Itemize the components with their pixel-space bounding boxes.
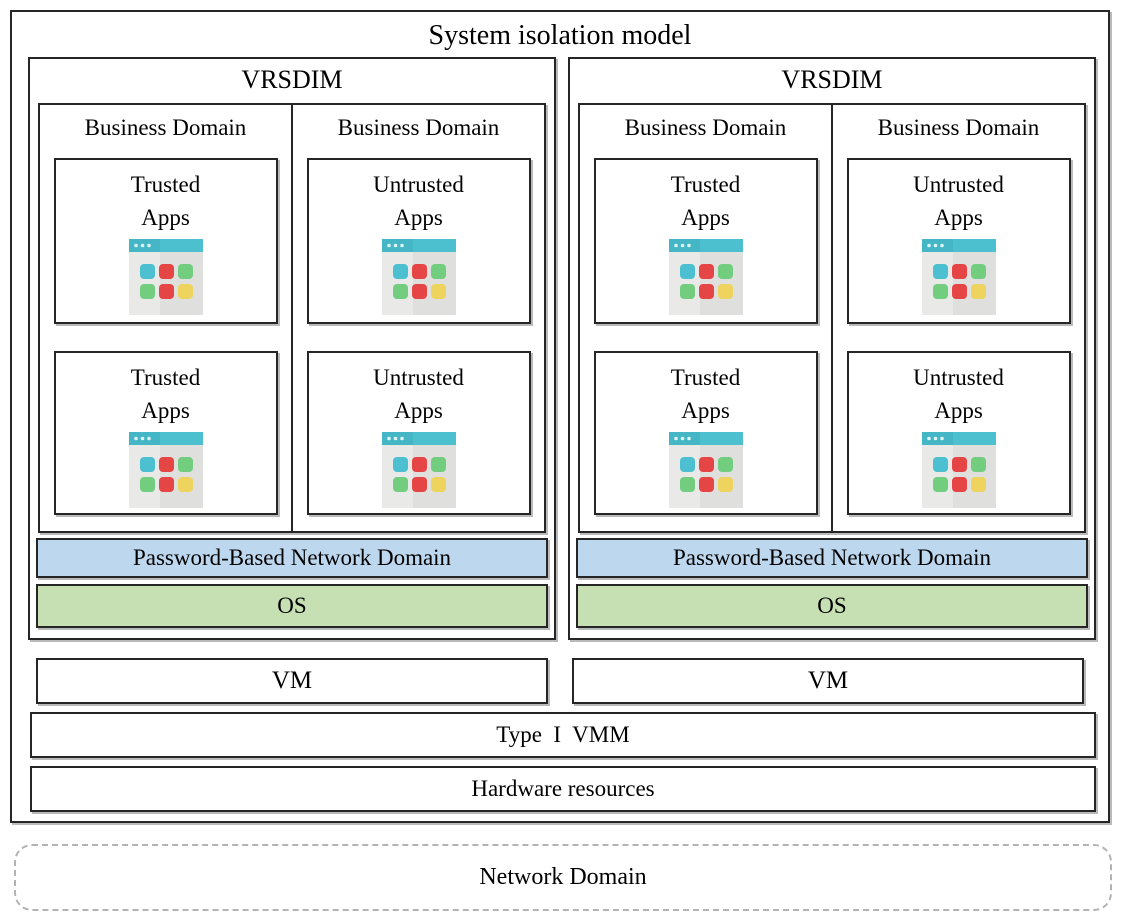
diagram-title: System isolation model — [428, 20, 692, 51]
business-domain-box: Business Domain Trusted Apps Trusted App… — [580, 105, 831, 531]
untrusted-apps-box: Untrusted Apps — [846, 351, 1071, 515]
app-label-line2: Apps — [394, 205, 443, 230]
business-domains-container: Business Domain Trusted Apps Trusted App… — [578, 103, 1086, 533]
business-domain-label: Business Domain — [624, 115, 787, 140]
trusted-apps-box: Trusted Apps — [53, 351, 278, 515]
password-network-domain-bar: Password-Based Network Domain — [36, 538, 548, 578]
business-domain-label: Business Domain — [84, 115, 247, 140]
app-label-line1: Untrusted — [913, 172, 1004, 197]
trusted-apps-box: Trusted Apps — [593, 158, 818, 324]
apps-grid-icon — [669, 239, 743, 315]
app-label-line1: Trusted — [130, 172, 201, 197]
app-label-line2: Apps — [681, 398, 730, 423]
apps-grid-icon — [382, 239, 456, 315]
vrsdim-label: VRSDIM — [781, 65, 883, 94]
business-domain-label: Business Domain — [877, 115, 1040, 140]
untrusted-apps-box: Untrusted Apps — [846, 158, 1071, 324]
untrusted-apps-box: Untrusted Apps — [306, 351, 531, 515]
app-label-line2: Apps — [934, 398, 983, 423]
system-isolation-box: System isolation model VRSDIM Business D… — [10, 10, 1110, 823]
apps-grid-icon — [382, 432, 456, 508]
business-domains-container: Business Domain Trusted Apps Trusted App… — [38, 103, 546, 533]
app-label-line1: Trusted — [670, 365, 741, 390]
app-label-line1: Trusted — [130, 365, 201, 390]
vrsdim-box-left: VRSDIM Business Domain Trusted Apps Trus… — [28, 57, 556, 640]
business-domain-box: Business Domain Untrusted Apps Untrusted… — [291, 105, 544, 531]
app-label-line1: Untrusted — [913, 365, 1004, 390]
trusted-apps-box: Trusted Apps — [53, 158, 278, 324]
apps-grid-icon — [922, 432, 996, 508]
apps-grid-icon — [669, 432, 743, 508]
app-label-line2: Apps — [394, 398, 443, 423]
app-label-line1: Untrusted — [373, 172, 464, 197]
apps-grid-icon — [129, 239, 203, 315]
business-domain-box: Business Domain Trusted Apps Trusted App… — [40, 105, 291, 531]
apps-grid-icon — [922, 239, 996, 315]
app-label-line1: Trusted — [670, 172, 741, 197]
untrusted-apps-box: Untrusted Apps — [306, 158, 531, 324]
app-label-line2: Apps — [141, 205, 190, 230]
os-bar: OS — [36, 584, 548, 628]
hardware-resources-bar: Hardware resources — [30, 766, 1096, 812]
apps-grid-icon — [129, 432, 203, 508]
trusted-apps-box: Trusted Apps — [593, 351, 818, 515]
vm-box-left: VM — [36, 658, 548, 704]
vm-box-right: VM — [572, 658, 1084, 704]
app-label-line2: Apps — [141, 398, 190, 423]
os-bar: OS — [576, 584, 1088, 628]
vrsdim-box-right: VRSDIM Business Domain Trusted Apps Trus… — [568, 57, 1096, 640]
vmm-bar: Type I VMM — [30, 712, 1096, 758]
vrsdim-label: VRSDIM — [241, 65, 343, 94]
password-network-domain-bar: Password-Based Network Domain — [576, 538, 1088, 578]
business-domain-box: Business Domain Untrusted Apps Untrusted… — [831, 105, 1084, 531]
app-label-line2: Apps — [681, 205, 730, 230]
network-domain-box: Network Domain — [14, 844, 1112, 911]
app-label-line1: Untrusted — [373, 365, 464, 390]
app-label-line2: Apps — [934, 205, 983, 230]
business-domain-label: Business Domain — [337, 115, 500, 140]
